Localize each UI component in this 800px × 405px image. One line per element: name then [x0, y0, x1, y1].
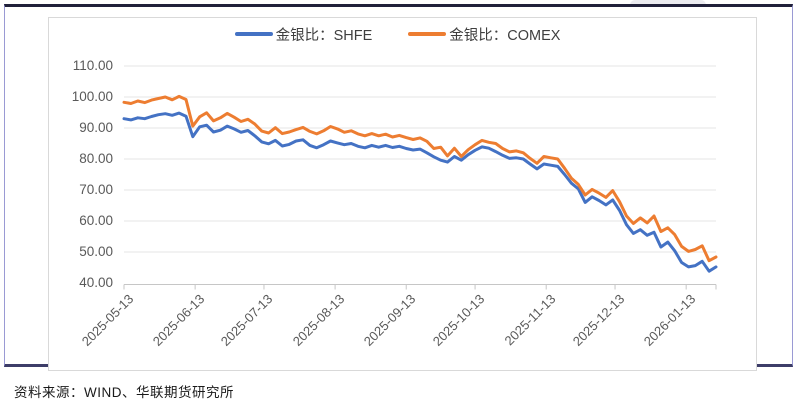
series-line-comex — [122, 94, 718, 263]
comex-line-swatch-icon — [408, 32, 447, 36]
y-axis-tick-label: 110.00 — [72, 58, 113, 73]
window-edge-artifact — [630, 0, 706, 5]
y-axis-tick-label: 70.00 — [79, 182, 113, 197]
legend-label-shfe: 金银比：SHFE — [275, 27, 373, 44]
legend-item-comex: 金银比：COMEX — [408, 24, 560, 45]
y-axis-tick-label: 40.00 — [79, 275, 113, 290]
y-axis-tick-label: 50.00 — [79, 244, 113, 259]
y-axis-tick-label: 60.00 — [79, 213, 113, 228]
source-caption: 资料来源：WIND、华联期货研究所 — [14, 385, 234, 400]
y-axis-tick-label: 80.00 — [79, 151, 113, 166]
chart-plot-container — [48, 17, 757, 371]
report-image-frame — [4, 4, 793, 371]
series-line-shfe — [122, 111, 718, 273]
legend-item-shfe: 金银比：SHFE — [234, 24, 373, 45]
legend-label-comex: 金银比：COMEX — [449, 27, 561, 44]
y-axis-tick-label: 100.00 — [71, 89, 113, 104]
chart-legend: 金银比：SHFE 金银比：COMEX — [43, 24, 752, 44]
shfe-line-swatch-icon — [234, 32, 273, 36]
y-axis-tick-label: 90.00 — [79, 120, 113, 135]
